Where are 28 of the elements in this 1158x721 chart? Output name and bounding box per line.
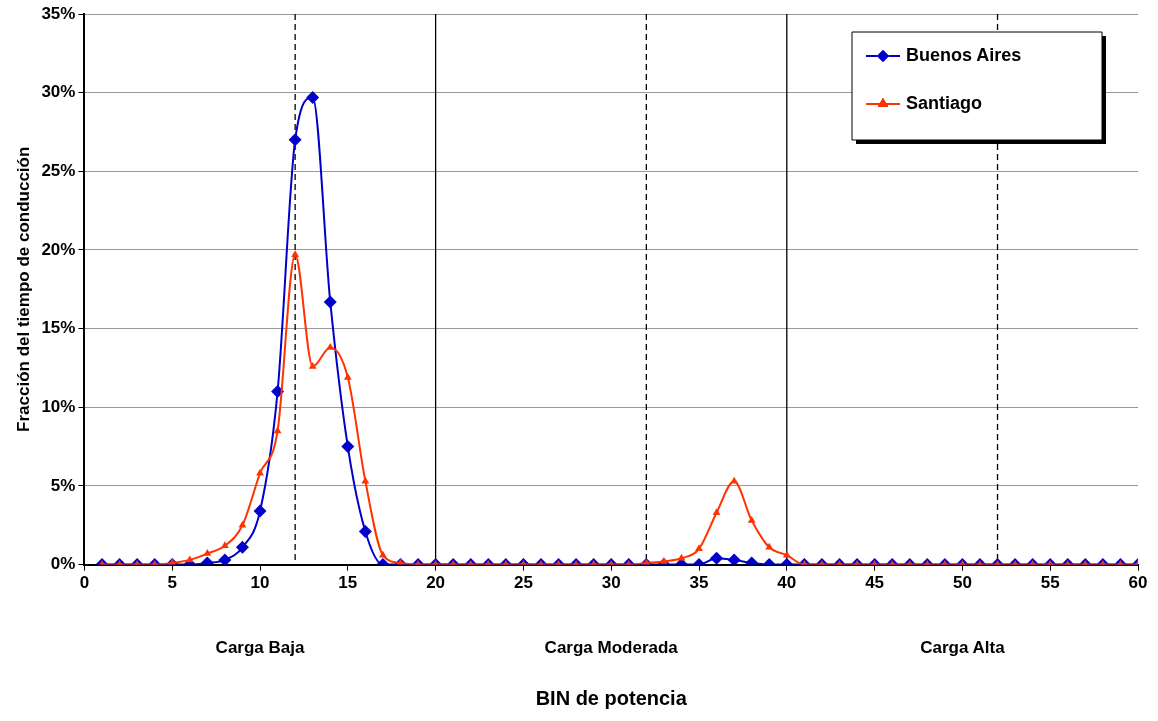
x-tick-label: 25	[513, 573, 533, 593]
y-tick-label: 25%	[41, 161, 76, 180]
x-tick-label: 35	[689, 573, 709, 593]
x-tick-label: 20	[426, 573, 446, 593]
x-tick-label: 5	[167, 573, 177, 593]
y-tick-label: 10%	[41, 396, 76, 416]
y-tick-label: 20%	[41, 239, 76, 259]
y-tick-label: 30%	[41, 82, 76, 102]
legend-label: Buenos Aires	[906, 44, 1022, 65]
x-axis-title: BIN de potencia	[535, 686, 688, 709]
y-axis-title: Fracción del tiempo de conducción	[13, 146, 33, 432]
x-tick-label: 15	[338, 573, 358, 593]
x-tick-label: 60	[1128, 573, 1148, 593]
text: Carga Alta	[920, 638, 1006, 658]
x-tick-label: 40	[777, 573, 797, 593]
text: Carga Moderada	[544, 638, 679, 658]
legend-label: Santiago	[906, 92, 983, 113]
x-tick-label: 10	[250, 573, 270, 593]
y-tick-label: 0%	[50, 554, 76, 574]
y-tick-label: 15%	[41, 318, 76, 338]
x-tick-label: 55	[1040, 573, 1060, 593]
x-tick-label: 0	[79, 573, 90, 593]
x-tick-label: 50	[952, 573, 972, 593]
x-tick-label: 30	[601, 573, 621, 593]
x-tick-label: 45	[865, 573, 885, 593]
text: Carga Baja	[215, 638, 305, 658]
y-tick-label: 5%	[50, 475, 76, 495]
y-tick-label: 35%	[41, 3, 76, 23]
